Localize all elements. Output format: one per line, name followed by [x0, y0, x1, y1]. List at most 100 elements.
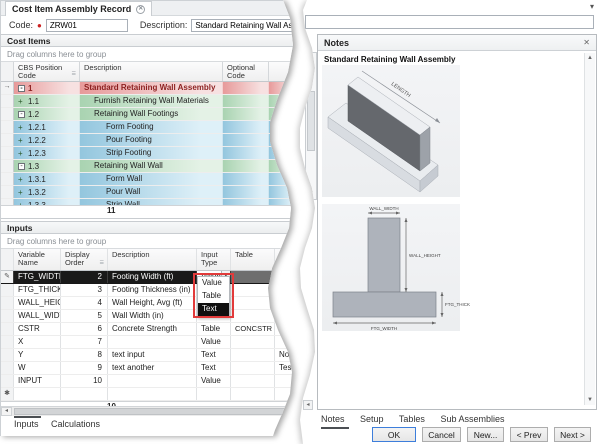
column-header-input-type[interactable]: Input Type	[197, 249, 231, 270]
new-row-icon: ✱	[1, 388, 14, 400]
table-row[interactable]: CSTR 6 Concrete Strength Table CONCSTR (…	[1, 323, 293, 336]
column-header-table[interactable]: Table	[231, 249, 275, 270]
notes-dock-area: ▾ ▲ ▼ ◂ Notes ✕ Standard Retaining Wall …	[300, 0, 600, 444]
prev-button[interactable]: < Prev	[510, 427, 548, 442]
tab-notes[interactable]: Notes	[321, 414, 345, 424]
code-input[interactable]	[45, 18, 128, 32]
tab-close-icon[interactable]: ✕	[136, 4, 146, 14]
table-row-selected[interactable]: ✎ FTG_WIDTH 2 Footing Width (ft) Value ▾	[1, 271, 293, 284]
next-button[interactable]: Next >	[554, 427, 591, 442]
inputs-group-bar[interactable]: Drag columns here to group	[1, 234, 293, 249]
column-header-default-value[interactable]: Default Value	[275, 249, 293, 270]
table-row[interactable]: +1.2.1 Form Footing	[1, 121, 293, 134]
table-row[interactable]: → -1 Standard Retaining Wall Assembly	[1, 82, 293, 95]
scroll-down-icon[interactable]: ▼	[587, 397, 593, 403]
scrollbar-thumb[interactable]	[14, 408, 293, 415]
notes-panel: Notes ✕ Standard Retaining Wall Assembly	[317, 34, 597, 410]
table-row[interactable]: X 7 Value	[1, 336, 293, 349]
expand-icon[interactable]: +	[18, 202, 25, 206]
notes-content-title: Standard Retaining Wall Assembly	[324, 55, 456, 64]
cancel-button[interactable]: Cancel	[422, 427, 461, 442]
table-row[interactable]: -1.3 Retaining Wall Wall	[1, 160, 293, 173]
notes-title: Notes	[324, 37, 350, 48]
tab-cost-item-assembly-record[interactable]: Cost Item Assembly Record ✕	[5, 1, 153, 16]
ok-button[interactable]: OK	[372, 427, 416, 442]
partially-visible-row: +1.3.3 Strip Wall	[1, 199, 293, 206]
table-row[interactable]: +1.2.3 Strip Footing	[1, 147, 293, 160]
inputs-grid: Variable Name Display Order ☰ Descriptio…	[1, 249, 293, 415]
edit-pencil-icon: ✎	[1, 271, 14, 283]
column-header-optional-code[interactable]: Optional Code	[223, 62, 269, 81]
right-torn-piece: ▾ ▲ ▼ ◂ Notes ✕ Standard Retaining Wall …	[297, 0, 600, 444]
scroll-up-icon[interactable]: ▲	[587, 55, 593, 61]
tab-sub-assemblies[interactable]: Sub Assemblies	[440, 414, 505, 424]
table-row[interactable]: +1.3.1 Form Wall	[1, 173, 293, 186]
active-tab-underline	[14, 416, 41, 418]
table-row[interactable]: W 9 text another Text Tes	[1, 362, 293, 375]
horizontal-scrollbar[interactable]: ◂	[1, 406, 293, 416]
dropdown-option[interactable]: Value	[202, 278, 222, 287]
new-button[interactable]: New...	[467, 427, 504, 442]
row-count: 11	[107, 206, 116, 215]
table-row[interactable]: -1.2 Retaining Wall Footings	[1, 108, 293, 121]
expand-icon[interactable]: +	[18, 123, 23, 132]
vertical-scrollbar-strip[interactable]: ▲ ▼	[305, 52, 317, 200]
sort-icon[interactable]: ☰	[71, 71, 76, 77]
code-label: Code:	[9, 20, 34, 30]
column-header-description[interactable]: Description	[80, 62, 223, 81]
collapse-icon[interactable]: -	[18, 85, 25, 92]
sort-icon[interactable]: ☰	[99, 260, 104, 266]
column-header-cbs[interactable]: CBS Position Code ☰	[14, 62, 80, 81]
cost-items-group-bar[interactable]: Drag columns here to group	[1, 47, 293, 62]
tab-calculations[interactable]: Calculations	[51, 419, 101, 429]
table-row[interactable]: FTG_THICK 3 Footing Thickness (in)	[1, 284, 293, 297]
new-row[interactable]: ✱	[1, 388, 293, 401]
column-header-variable-name[interactable]: Variable Name	[14, 249, 61, 270]
close-icon[interactable]: ✕	[583, 38, 590, 47]
table-row[interactable]: +1.2.2 Pour Footing	[1, 134, 293, 147]
expand-icon[interactable]: +	[18, 149, 23, 158]
scroll-down-icon[interactable]: ▼	[308, 191, 314, 197]
description-label: Description:	[139, 20, 188, 30]
required-dot-icon: ●	[37, 20, 42, 30]
table-row[interactable]: +1.3.3 Strip Wall	[1, 199, 293, 206]
table-row[interactable]: +1.3.2 Pour Wall	[1, 186, 293, 199]
column-header-clipped	[269, 62, 293, 81]
table-row[interactable]: WALL_HEIGHT 4 Wall Height, Avg (ft)	[1, 297, 293, 310]
cost-items-grid: CBS Position Code ☰ Description Optional…	[1, 62, 293, 219]
dropdown-option[interactable]: Table	[202, 291, 222, 300]
tab-inputs[interactable]: Inputs	[14, 419, 39, 429]
scrollbar-thumb[interactable]	[307, 91, 315, 151]
column-header-description[interactable]: Description	[108, 249, 197, 270]
tab-setup[interactable]: Setup	[360, 414, 384, 424]
collapse-icon[interactable]: -	[18, 111, 25, 118]
ftg-width-dimension-label: FTG_WIDTH	[371, 326, 397, 331]
table-row[interactable]: INPUT 10 Value	[1, 375, 293, 388]
document-tab-label: Cost Item Assembly Record	[12, 4, 132, 14]
table-row[interactable]: WALL_WIDTH 5 Wall Width (in)	[1, 310, 293, 323]
wall-width-dimension-label: WALL_WIDTH	[369, 206, 398, 211]
ftg-thick-dimension-label: FTG_THICK	[445, 302, 470, 307]
record-form-row: Code: ● Description:	[1, 16, 293, 34]
tab-tables[interactable]: Tables	[398, 414, 425, 424]
expand-icon[interactable]: +	[18, 175, 23, 184]
current-row-arrow-icon: →	[1, 82, 14, 94]
cost-item-assembly-window: Cost Item Assembly Record ✕ Code: ● Desc…	[0, 0, 293, 436]
column-header-display-order[interactable]: Display Order ☰	[61, 249, 108, 270]
description-input-continuation[interactable]	[305, 15, 594, 29]
table-row[interactable]: Y 8 text input Text No	[1, 349, 293, 362]
active-tab-underline	[321, 427, 349, 429]
scroll-up-icon[interactable]: ▲	[308, 55, 314, 61]
expand-icon[interactable]: +	[18, 97, 23, 106]
dropdown-option-highlighted[interactable]: Text	[198, 303, 229, 316]
scroll-left-icon[interactable]: ◂	[303, 400, 313, 410]
table-row[interactable]: +1.1 Furnish Retaining Wall Materials	[1, 95, 293, 108]
pin-icon[interactable]: ▾	[589, 2, 594, 11]
description-input[interactable]	[191, 18, 293, 32]
expand-icon[interactable]: +	[18, 136, 23, 145]
expand-icon[interactable]: +	[18, 188, 23, 197]
collapse-icon[interactable]: -	[18, 163, 25, 170]
notes-vertical-scrollbar[interactable]: ▲ ▼	[584, 53, 595, 405]
scroll-left-icon[interactable]: ◂	[1, 407, 12, 416]
